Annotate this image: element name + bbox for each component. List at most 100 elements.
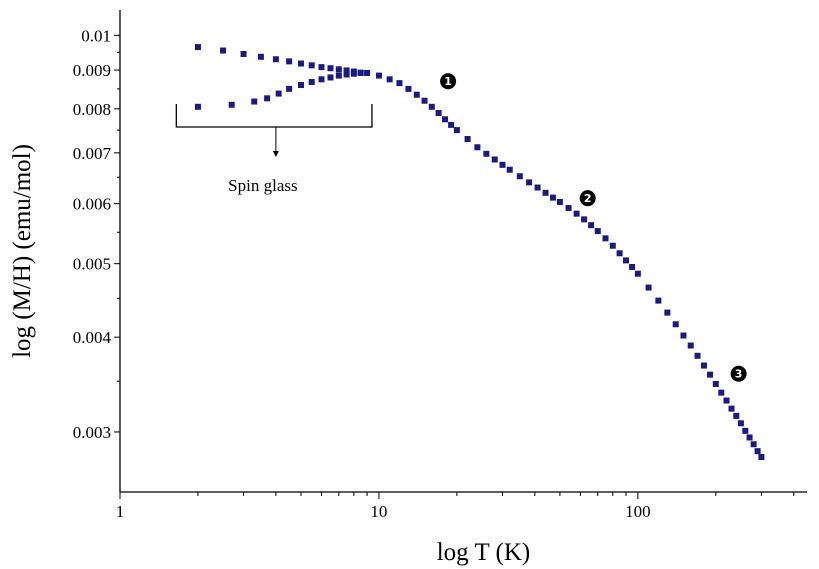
data-point [742,427,749,434]
y-axis: 0.003 0.004 0.005 0.006 0.007 0.008 0.009 0.01 [73,26,120,442]
series-1 [194,44,364,76]
data-point [220,47,227,54]
data-point [318,76,325,83]
data-point [728,405,735,412]
series-3 [364,69,765,461]
data-point [712,381,719,388]
data-point [534,184,541,191]
bracket-arrow-head [272,151,279,157]
data-point [700,362,707,369]
region-marker-label: 2 [584,192,592,205]
data-point [228,101,235,108]
data-point [308,78,315,85]
data-point [375,72,382,79]
data-point [573,210,580,217]
data-point [474,144,481,151]
x-tick-label: 10 [370,502,387,521]
plot-frame [119,10,807,493]
x-tick-label: 1 [116,502,125,521]
data-point [758,454,765,461]
data-point [343,67,350,74]
data-point [723,397,730,404]
data-point [364,69,371,76]
data-point [687,342,694,349]
data-point [453,127,460,134]
data-point [565,205,572,212]
data-point [506,166,513,173]
data-point [483,150,490,157]
y-tick-label: 0.003 [73,423,111,442]
data-point [194,44,201,51]
data-point [594,228,601,235]
region-marker-1 [440,73,457,90]
data-point [616,250,623,257]
data-point [655,297,662,304]
data-point [733,412,740,419]
data-point [623,257,630,264]
data-point [272,56,279,63]
spin-glass-bracket [175,104,373,128]
data-point [680,332,687,339]
data-point [257,53,264,60]
data-point [286,85,293,92]
data-point [737,420,744,427]
region-marker-3 [730,365,747,382]
data-point [297,82,304,89]
data-point [428,103,435,110]
y-tick-label: 0.007 [73,144,112,163]
data-point [754,448,761,455]
x-tick-label: 100 [625,502,651,521]
data-point [251,98,258,105]
data-point [264,95,271,102]
x-axis: 1 10 100 [116,492,795,521]
y-tick-label: 0.006 [73,195,111,214]
data-point [413,91,420,98]
data-point [588,222,595,229]
data-point [335,66,342,73]
data-point [694,352,701,359]
region-marker-label: 3 [735,368,743,381]
data-point [421,97,428,104]
data-point [746,434,753,441]
data-point [318,64,325,71]
y-tick-label: 0.01 [81,26,111,45]
data-point [396,80,403,87]
data-point [435,109,442,116]
data-point [750,441,757,448]
data-point [556,198,563,205]
x-axis-title: log T (K) [437,539,531,566]
data-point [335,72,342,79]
region-marker-label: 1 [444,75,452,88]
y-tick-label: 0.004 [73,328,112,347]
data-point [718,389,725,396]
data-point [609,242,616,249]
data-point [308,62,315,69]
data-point [634,270,641,277]
data-point [629,263,636,270]
y-tick-label: 0.005 [73,255,111,274]
data-point [549,194,556,201]
y-tick-label: 0.009 [73,61,111,80]
data-point [448,121,455,128]
spin-glass-label: Spin glass [228,176,297,195]
data-point [664,309,671,316]
data-point [350,70,357,77]
data-point [286,58,293,65]
data-point [405,85,412,92]
data-point [672,321,679,328]
data-points [194,44,765,461]
y-axis-title: log (M/H) (emu/mol) [9,144,36,358]
region-marker-2 [579,190,596,207]
data-point [707,371,714,378]
annotations: Spin glass 1 2 3 [175,73,747,382]
data-point [297,60,304,67]
data-point [491,156,498,163]
data-point [526,179,533,186]
y-tick-label: 0.008 [73,100,111,119]
data-point [464,136,471,143]
data-point [194,103,201,110]
data-point [602,235,609,242]
series-2 [194,69,364,110]
data-point [516,173,523,180]
